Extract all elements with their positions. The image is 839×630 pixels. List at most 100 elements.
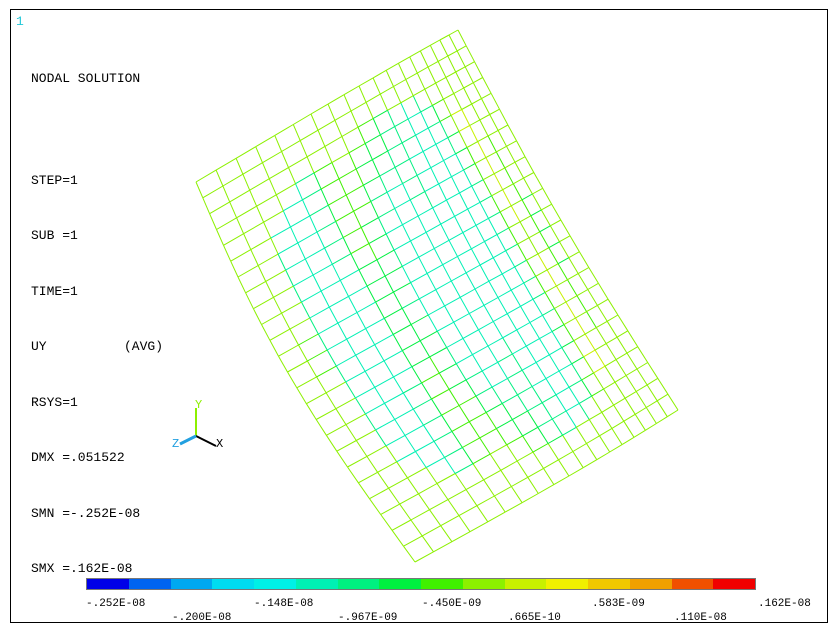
mesh-edge — [446, 192, 460, 201]
legend-color-segment — [337, 579, 380, 589]
mesh-edge — [425, 456, 445, 468]
mesh-edge — [458, 395, 477, 406]
mesh-edge — [202, 197, 211, 214]
mesh-edge — [458, 125, 470, 132]
mesh-edge — [313, 172, 322, 190]
mesh-edge — [626, 346, 638, 354]
mesh-edge — [297, 231, 318, 244]
mesh-edge — [516, 451, 534, 462]
mesh-edge — [394, 158, 410, 168]
mesh-edge — [569, 235, 580, 252]
mesh-edge — [343, 85, 360, 96]
mesh-edge — [418, 483, 438, 495]
mesh-edge — [453, 93, 463, 110]
mesh-edge — [572, 451, 584, 468]
mesh-edge — [377, 461, 397, 473]
mesh-edge — [375, 429, 387, 447]
mesh-edge — [269, 328, 291, 341]
mesh-edge — [298, 333, 319, 346]
mesh-edge — [402, 256, 419, 267]
mesh-edge — [614, 375, 627, 383]
mesh-edge — [611, 420, 625, 429]
mesh-edge — [532, 451, 544, 469]
mesh-edge — [438, 176, 452, 185]
solution-info: NODAL SOLUTION STEP=1 SUB =1 TIME=1 UY (A… — [31, 33, 163, 597]
mesh-edge — [469, 119, 481, 126]
mesh-edge — [429, 499, 449, 511]
mesh-edge — [385, 233, 395, 251]
mesh-edge — [249, 178, 270, 191]
mesh-edge — [454, 473, 467, 490]
mesh-edge — [393, 240, 411, 251]
mesh-edge — [289, 328, 299, 346]
mesh-edge — [472, 82, 482, 99]
mesh-edge — [393, 249, 403, 267]
mesh-edge — [335, 397, 356, 410]
mesh-edge — [542, 308, 555, 316]
mesh-edge — [305, 247, 325, 260]
mesh-edge — [394, 208, 403, 225]
mesh-edge — [397, 63, 407, 80]
mesh-edge — [531, 378, 547, 387]
mesh-edge — [550, 219, 562, 227]
mesh-edge — [474, 157, 487, 165]
mesh-edge — [402, 224, 411, 242]
mesh-edge — [366, 275, 386, 287]
mesh-edge — [636, 362, 648, 370]
mesh-edge — [496, 145, 507, 153]
mesh-edge — [296, 387, 307, 404]
mesh-edge — [474, 288, 485, 306]
mesh-edge — [394, 419, 406, 436]
mesh-edge — [423, 414, 442, 426]
mesh-edge — [324, 237, 344, 249]
mesh-edge — [514, 266, 525, 284]
mesh-edge — [366, 445, 387, 457]
mesh-edge — [332, 253, 352, 265]
mesh-edge — [379, 175, 388, 193]
mesh-edge — [312, 263, 333, 276]
mesh-edge — [606, 314, 619, 322]
mesh-edge — [299, 140, 308, 157]
mesh-edge — [459, 288, 476, 298]
mesh-edge — [491, 386, 503, 404]
mesh-edge — [261, 312, 282, 325]
mesh-edge — [461, 109, 471, 126]
mesh-edge — [624, 397, 636, 415]
mesh-edge — [499, 205, 512, 213]
mesh-edge — [541, 203, 552, 211]
mesh-edge — [411, 356, 430, 368]
mesh-edge — [551, 331, 563, 348]
mesh-edge — [511, 476, 529, 487]
mesh-edge — [549, 347, 563, 356]
mesh-edge — [404, 424, 424, 436]
mesh-edge — [447, 130, 460, 139]
mesh-edge — [544, 292, 555, 309]
mesh-edge — [532, 291, 546, 300]
mesh-edge — [380, 503, 400, 515]
mesh-edge — [386, 183, 403, 193]
mesh-edge — [353, 210, 362, 228]
mesh-edge — [493, 495, 506, 513]
mesh-edge — [548, 241, 560, 249]
mesh-edge — [596, 320, 608, 329]
mesh-edge — [526, 259, 537, 277]
mesh-edge — [583, 356, 595, 374]
mesh-edge — [584, 333, 596, 351]
triad-z-axis — [179, 434, 197, 446]
mesh-edge — [357, 126, 366, 144]
mesh-edge — [502, 329, 517, 339]
mesh-edge — [278, 344, 299, 357]
mesh-edge — [402, 183, 411, 201]
mesh-edge — [495, 428, 508, 446]
mesh-edge — [603, 388, 615, 406]
mesh-edge — [410, 240, 420, 258]
mesh-edge — [328, 306, 339, 324]
mesh-edge — [527, 477, 539, 494]
mesh-edge — [331, 263, 341, 281]
mesh-edge — [386, 191, 396, 209]
legend-color-segment — [128, 579, 171, 589]
mesh-edge — [565, 301, 576, 319]
mesh-edge — [522, 426, 539, 437]
mesh-edge — [343, 94, 352, 112]
